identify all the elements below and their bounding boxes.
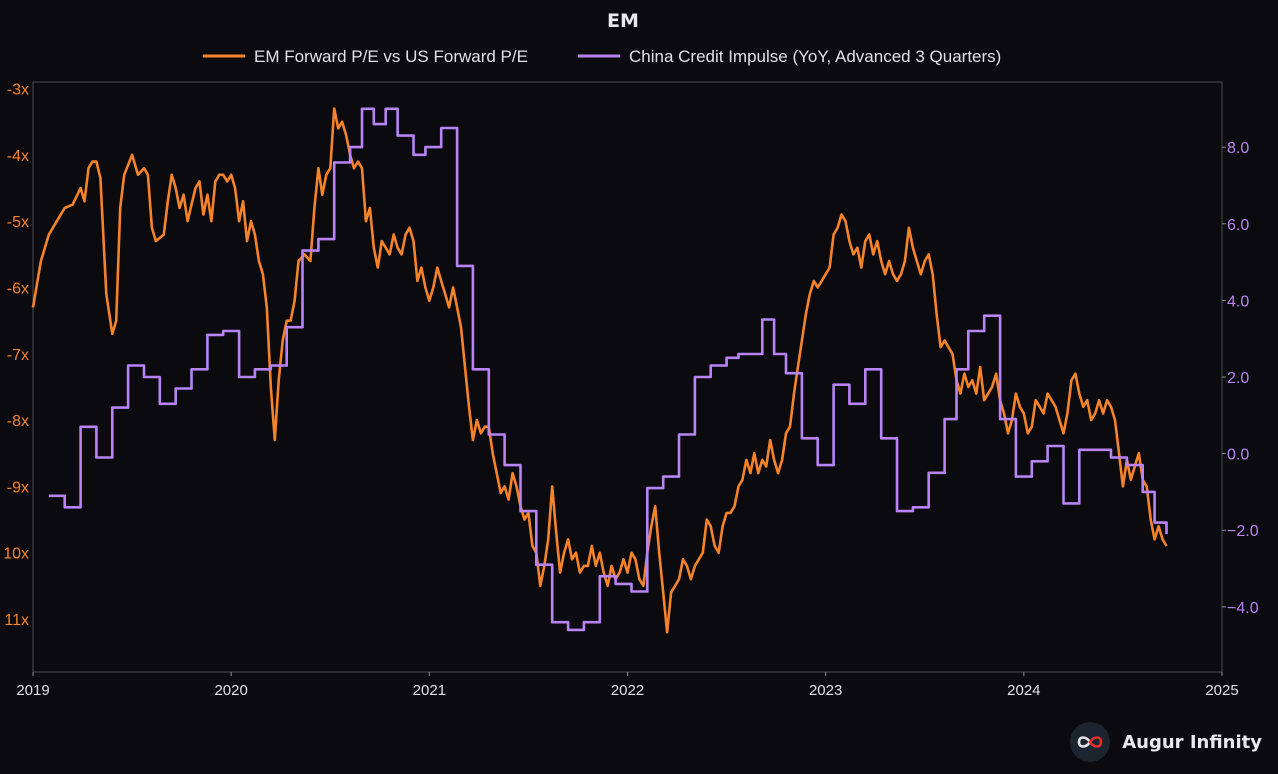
x-tick-label: 2022 <box>611 682 644 699</box>
left-y-axis: -3x -4x -5x -6x -7x -8x -9x 10x 11x <box>3 82 29 629</box>
legend: EM Forward P/E vs US Forward P/E China C… <box>203 47 1001 66</box>
left-tick-label: 10x <box>3 546 29 563</box>
x-axis: 2019 2020 2021 2022 2023 2024 2025 <box>16 672 1239 699</box>
x-tick-label: 2025 <box>1205 682 1238 699</box>
legend-label-em: EM Forward P/E vs US Forward P/E <box>254 47 528 66</box>
left-tick-label: 11x <box>4 612 29 629</box>
x-tick-label: 2020 <box>214 682 247 699</box>
left-tick-label: -5x <box>7 214 29 231</box>
right-tick-label: 0.0 <box>1227 447 1249 464</box>
left-tick-label: -9x <box>7 479 29 496</box>
left-tick-label: -4x <box>7 148 29 165</box>
brand-name: Augur Infinity <box>1122 731 1262 753</box>
right-tick-label: 2.0 <box>1227 370 1249 387</box>
right-tick-label: −4.0 <box>1227 600 1259 617</box>
right-tick-label: 4.0 <box>1227 293 1249 310</box>
right-tick-label: −2.0 <box>1227 523 1259 540</box>
series-line-china-credit-impulse <box>48 107 1168 632</box>
x-tick-label: 2023 <box>809 682 842 699</box>
legend-label-china: China Credit Impulse (YoY, Advanced 3 Qu… <box>629 47 1001 66</box>
right-tick-label: 8.0 <box>1227 140 1249 157</box>
chart-title: EM <box>607 10 639 32</box>
infinity-icon <box>1070 722 1111 762</box>
series-layer <box>31 107 1168 634</box>
x-tick-label: 2019 <box>16 682 49 699</box>
series-line-em-forward-pe <box>31 107 1168 634</box>
right-tick-label: 6.0 <box>1227 217 1249 234</box>
x-tick-label: 2021 <box>413 682 446 699</box>
branding: Augur Infinity <box>1070 722 1262 762</box>
left-tick-label: -7x <box>7 347 29 364</box>
left-tick-label: -3x <box>7 82 29 99</box>
left-tick-label: -6x <box>7 281 29 298</box>
x-tick-label: 2024 <box>1007 682 1040 699</box>
left-tick-label: -8x <box>7 413 29 430</box>
right-y-axis: 8.0 6.0 4.0 2.0 0.0 −2.0 −4.0 <box>1222 140 1259 617</box>
